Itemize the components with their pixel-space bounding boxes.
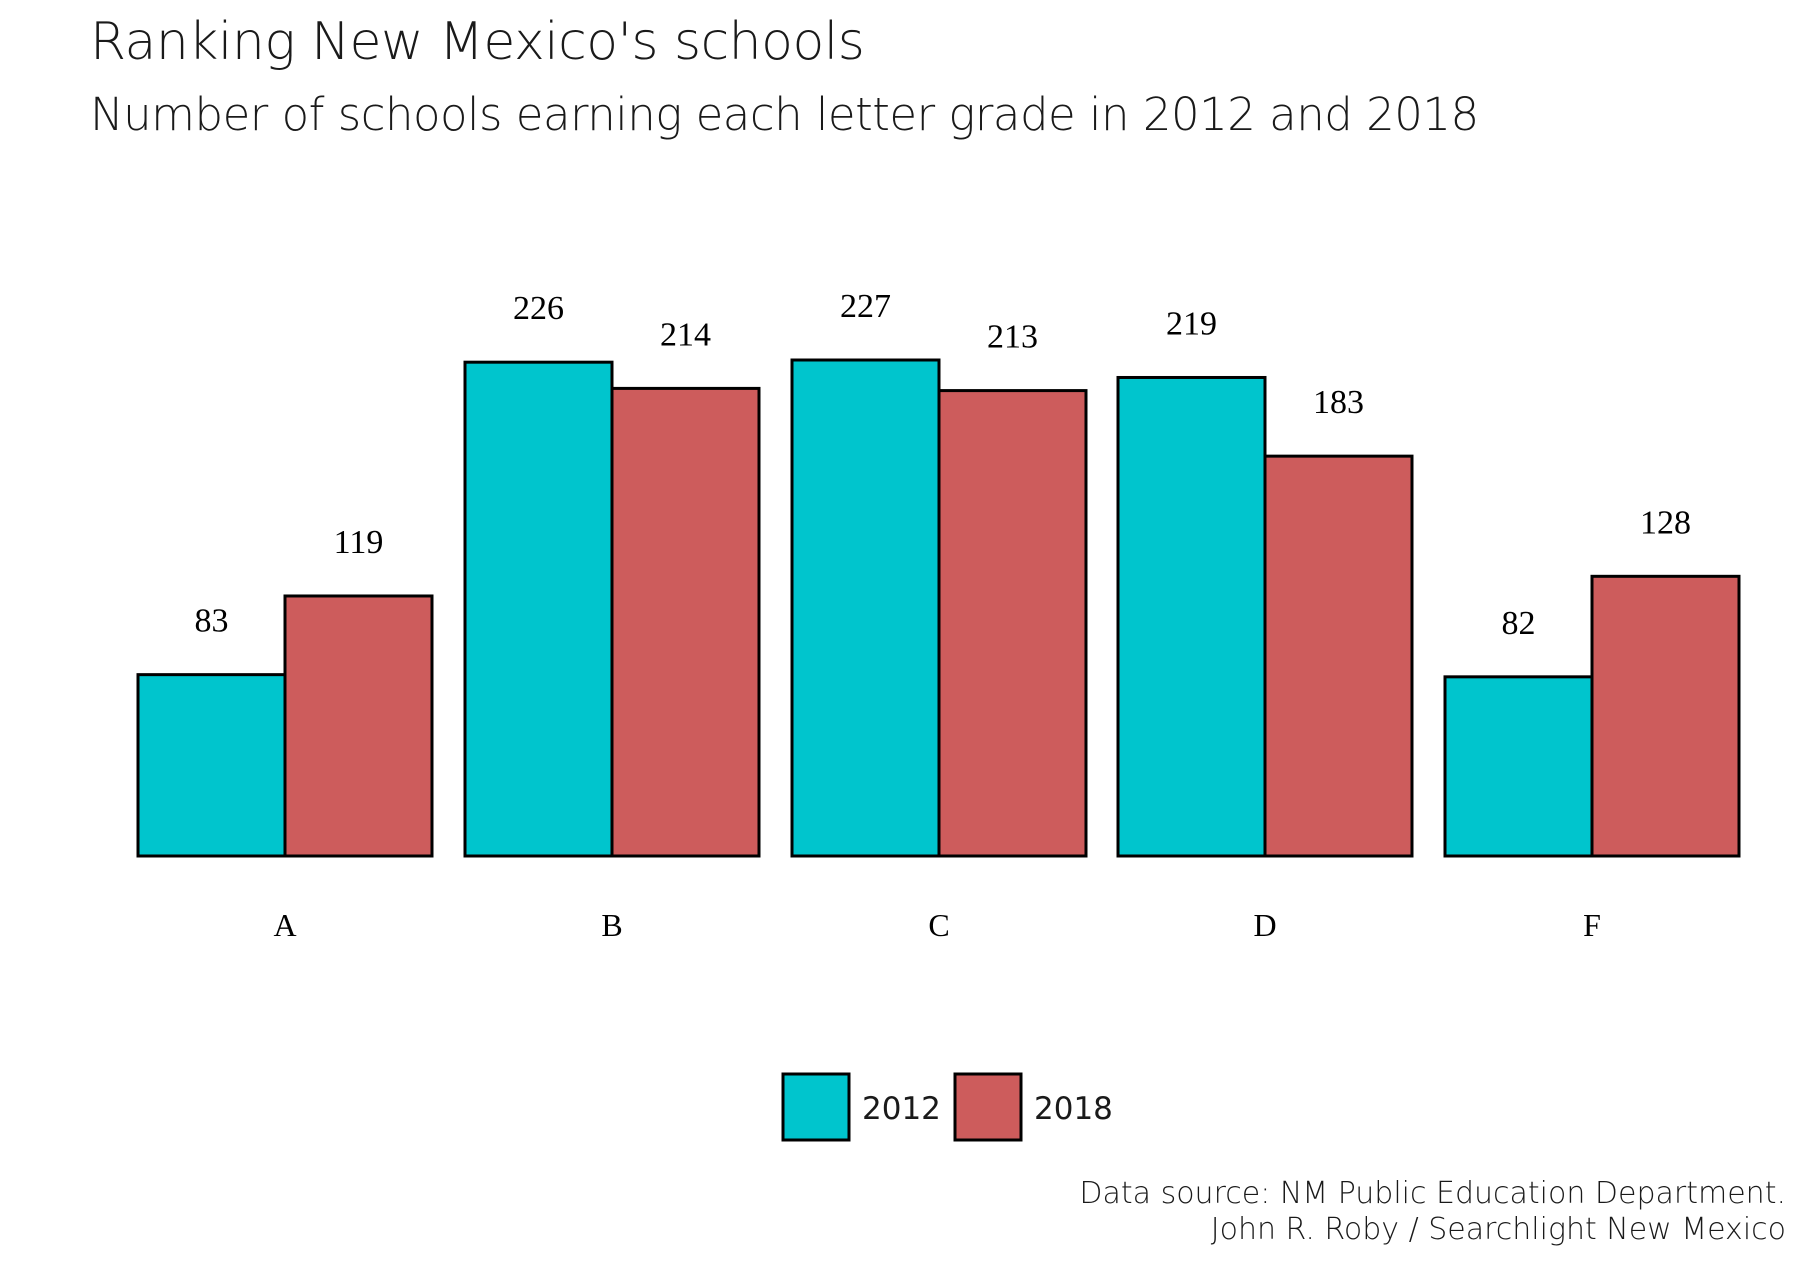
bar-2012-D — [1116, 375, 1267, 858]
x-tick-label-F: F — [1583, 907, 1601, 943]
data-label-2012-B: 226 — [513, 290, 564, 327]
data-label-2018-B: 214 — [660, 316, 711, 353]
data-label-2012-F: 82 — [1502, 605, 1536, 642]
x-tick-label-D: D — [1253, 907, 1276, 943]
bar-2012-B — [463, 360, 614, 858]
data-label-2012-D: 219 — [1166, 305, 1217, 342]
bar-2012-C — [790, 358, 941, 858]
chart-subtitle: Number of schools earning each letter gr… — [90, 88, 1479, 141]
chart-title: Ranking New Mexico's schools — [90, 12, 865, 72]
caption-source-line: Data source: NM Public Education Departm… — [1079, 1176, 1786, 1211]
x-tick-label-B: B — [601, 907, 622, 943]
bar-2018-C — [937, 389, 1088, 858]
data-label-2018-F: 128 — [1640, 504, 1691, 541]
x-tick-label-A: A — [273, 907, 296, 943]
legend-label-2018: 2018 — [1034, 1091, 1113, 1127]
x-tick-label-C: C — [928, 907, 949, 943]
data-label-2012-C: 227 — [840, 288, 891, 325]
data-label-2012-A: 83 — [195, 603, 229, 640]
data-source-caption: Data source: NM Public Education Departm… — [1079, 1176, 1786, 1248]
legend-swatch-2012 — [781, 1072, 851, 1142]
bar-2012-A — [136, 673, 287, 858]
data-label-2018-C: 213 — [987, 319, 1038, 356]
caption-author-line: John R. Roby / Searchlight New Mexico — [1210, 1212, 1786, 1247]
bar-2012-F — [1443, 675, 1594, 858]
bar-2018-D — [1263, 454, 1414, 858]
data-label-2018-A: 119 — [334, 524, 384, 561]
legend-swatch-2018 — [953, 1072, 1023, 1142]
bar-2018-A — [283, 594, 434, 858]
data-label-2018-D: 183 — [1313, 384, 1364, 421]
bar-2018-B — [610, 386, 761, 858]
bar-2018-F — [1590, 574, 1741, 858]
legend-label-2012: 2012 — [862, 1091, 941, 1127]
